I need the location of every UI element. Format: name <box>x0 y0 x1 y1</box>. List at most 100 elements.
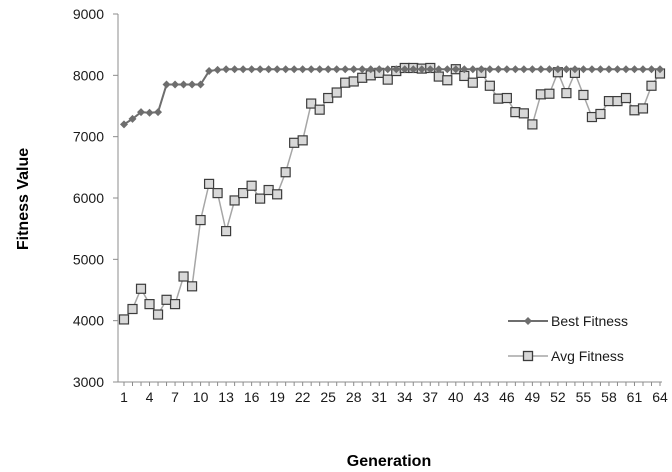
avg-fitness-point <box>263 184 274 196</box>
x-tick-label: 43 <box>474 389 490 405</box>
best-fitness-point <box>392 65 401 74</box>
best-fitness-point <box>511 65 520 74</box>
x-tick-label: 55 <box>576 389 592 405</box>
best-fitness-point <box>494 65 503 74</box>
avg-fitness-point <box>629 105 640 116</box>
x-axis-title: Generation <box>347 453 431 470</box>
best-fitness-point <box>460 65 469 74</box>
legend-avg-fitness-marker <box>522 350 534 362</box>
best-fitness-point <box>137 108 146 117</box>
avg-fitness-point <box>161 294 172 305</box>
avg-fitness-point <box>467 77 478 88</box>
best-fitness-point <box>647 65 656 74</box>
legend: Best Fitness Avg Fitness <box>508 313 628 364</box>
best-fitness-point <box>604 65 613 74</box>
best-fitness-point <box>128 114 137 123</box>
x-tick-label: 52 <box>550 389 566 405</box>
avg-fitness-point <box>289 137 300 148</box>
best-fitness-point <box>375 65 384 74</box>
x-tick-label: 37 <box>422 389 438 405</box>
best-fitness-point <box>485 65 494 74</box>
avg-fitness-point <box>323 92 334 104</box>
x-tick-label: 46 <box>499 389 515 405</box>
best-fitness-point <box>579 65 588 74</box>
legend-best-fitness-marker <box>524 317 532 325</box>
avg-fitness-point <box>586 111 598 123</box>
avg-fitness-point <box>510 107 521 118</box>
avg-fitness-point <box>297 135 308 146</box>
best-fitness-point <box>562 65 571 74</box>
best-fitness-point <box>545 65 554 74</box>
avg-fitness-point <box>612 95 623 107</box>
avg-fitness-point <box>578 89 589 101</box>
x-tick-label: 22 <box>295 389 311 405</box>
x-tick-label: 28 <box>346 389 362 405</box>
best-fitness-point <box>366 65 375 74</box>
avg-fitness-point <box>501 92 512 104</box>
avg-fitness-point <box>280 167 291 178</box>
best-fitness-point <box>613 65 622 74</box>
avg-fitness-point <box>144 299 155 310</box>
y-axis-title: Fitness Value <box>15 148 32 250</box>
best-fitness-point <box>264 65 273 74</box>
best-fitness-point <box>434 65 443 74</box>
best-fitness-line <box>123 68 660 126</box>
avg-fitness-point <box>331 87 342 98</box>
avg-fitness-point <box>518 108 529 119</box>
best-fitness-point <box>553 65 562 74</box>
best-fitness-point <box>656 65 664 74</box>
best-fitness-point <box>349 65 358 74</box>
avg-fitness-point <box>195 214 206 226</box>
avg-fitness-line <box>123 67 661 320</box>
best-fitness-point <box>528 65 537 74</box>
best-fitness-point <box>468 65 477 74</box>
best-fitness-point <box>451 65 460 74</box>
legend-avg-fitness-label: Avg Fitness <box>551 348 624 364</box>
x-tick-label: 10 <box>193 389 209 405</box>
best-fitness-point <box>638 65 647 74</box>
best-fitness-point <box>383 65 392 74</box>
avg-fitness-point <box>527 119 538 130</box>
avg-fitness-point <box>118 314 130 325</box>
best-fitness-point <box>222 65 231 74</box>
avg-fitness-point <box>544 88 555 99</box>
x-tick-label: 61 <box>627 389 643 405</box>
legend-best-fitness-label: Best Fitness <box>551 313 628 329</box>
x-tick-label: 58 <box>601 389 617 405</box>
avg-fitness-point <box>340 77 351 88</box>
avg-fitness-point <box>348 76 359 87</box>
best-fitness-point <box>341 65 350 74</box>
y-tick-label: 3000 <box>73 374 104 390</box>
avg-fitness-point <box>620 92 632 104</box>
best-fitness-point <box>587 65 596 74</box>
avg-fitness-point <box>357 72 368 83</box>
best-fitness-point <box>596 65 605 74</box>
legend-item-avg-fitness: Avg Fitness <box>508 348 624 364</box>
avg-fitness-point <box>220 226 232 237</box>
best-fitness-point <box>400 65 409 74</box>
best-fitness-point <box>256 65 265 74</box>
x-tick-label: 1 <box>120 389 128 405</box>
y-axis: 3000 4000 5000 6000 7000 8000 9000 <box>73 6 119 390</box>
y-tick-label: 5000 <box>73 251 104 267</box>
best-fitness-point <box>358 65 367 74</box>
avg-fitness-point <box>561 88 572 99</box>
avg-fitness-point <box>152 309 164 320</box>
best-fitness-point <box>315 65 324 74</box>
x-tick-label: 7 <box>171 389 179 405</box>
avg-fitness-point <box>212 187 223 199</box>
x-tick-label: 49 <box>525 389 541 405</box>
x-tick-label: 64 <box>652 389 668 405</box>
avg-fitness-point <box>246 180 257 191</box>
y-tick-label: 6000 <box>73 190 104 206</box>
series-layer <box>118 62 666 325</box>
best-fitness-point <box>213 65 222 74</box>
best-fitness-point <box>443 65 452 74</box>
best-fitness-point <box>239 65 248 74</box>
avg-fitness-point <box>203 178 215 189</box>
avg-fitness-point <box>595 108 606 120</box>
avg-fitness-point <box>603 95 615 107</box>
avg-fitness-point <box>135 283 147 294</box>
best-fitness-point <box>196 80 205 89</box>
best-fitness-point <box>298 65 307 74</box>
